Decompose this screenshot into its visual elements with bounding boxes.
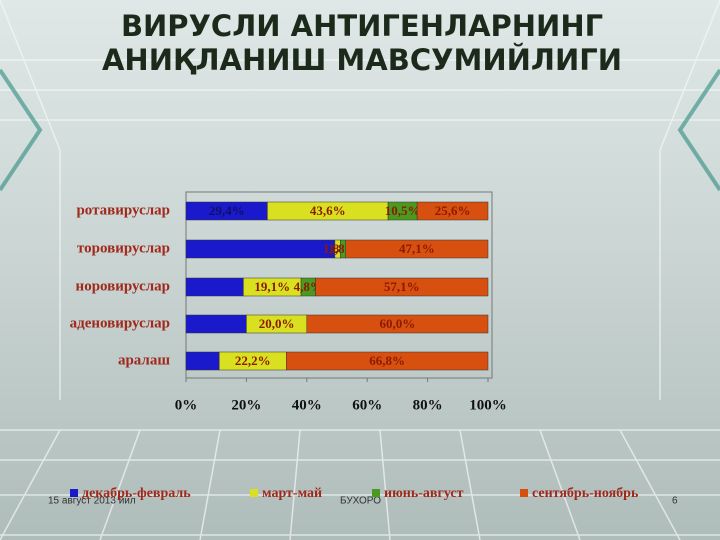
value-label: 20,0% bbox=[259, 316, 295, 331]
value-label: 43,6% bbox=[310, 203, 346, 218]
value-label: 22,2% bbox=[235, 353, 271, 368]
footer-place: БУХОРО bbox=[340, 496, 381, 507]
x-tick-label: 40% bbox=[292, 397, 322, 413]
bar-segment bbox=[185, 277, 244, 297]
bar-segment bbox=[185, 351, 220, 371]
bar-segment bbox=[286, 351, 489, 371]
y-tick-label: норовируслар bbox=[76, 278, 170, 294]
x-tick-label: 100% bbox=[469, 397, 507, 413]
legend-label: июнь-август bbox=[384, 486, 464, 501]
legend-swatch bbox=[372, 489, 380, 497]
value-label: 19,1% bbox=[254, 279, 290, 294]
legend-swatch bbox=[520, 489, 528, 497]
bar-segment bbox=[416, 201, 489, 221]
bar-segment bbox=[306, 314, 489, 334]
legend-label: март-май bbox=[262, 486, 322, 501]
page-number: 6 bbox=[672, 496, 678, 507]
y-tick-label: аралаш bbox=[118, 352, 170, 368]
y-tick-label: торовируслар bbox=[77, 240, 170, 256]
legend-label: декабрь-февраль bbox=[82, 486, 191, 501]
x-tick-label: 80% bbox=[413, 397, 443, 413]
value-label: 10,5% bbox=[385, 203, 421, 218]
value-label: 57,1% bbox=[384, 279, 420, 294]
bar-segment bbox=[315, 277, 489, 297]
bar-segment bbox=[345, 239, 489, 259]
value-label: 47,1% bbox=[399, 241, 435, 256]
x-tick-label: 20% bbox=[231, 397, 261, 413]
bar-segment bbox=[185, 314, 247, 334]
slide-title: АНИҚЛАНИШ МАВСУМИЙЛИГИ bbox=[102, 43, 622, 77]
value-label: 66,8% bbox=[369, 353, 405, 368]
x-tick-label: 60% bbox=[352, 397, 382, 413]
slide-title: ВИРУСЛИ АНТИГЕНЛАРНИНГ bbox=[121, 9, 603, 43]
y-tick-label: аденовируслар bbox=[70, 315, 170, 331]
footer-date: 15 август 2013 йил bbox=[48, 496, 136, 507]
bar-segment bbox=[185, 239, 336, 259]
value-label: 25,6% bbox=[435, 203, 471, 218]
legend-label: сентябрь-ноябрь bbox=[532, 486, 639, 501]
side-chevrons bbox=[0, 68, 720, 192]
x-tick-label: 0% bbox=[175, 397, 198, 413]
legend-swatch bbox=[250, 489, 258, 497]
value-label: 29,4% bbox=[209, 203, 245, 218]
value-label: 60,0% bbox=[380, 316, 416, 331]
y-tick-label: ротавируслар bbox=[76, 202, 170, 218]
legend-swatch bbox=[70, 489, 78, 497]
